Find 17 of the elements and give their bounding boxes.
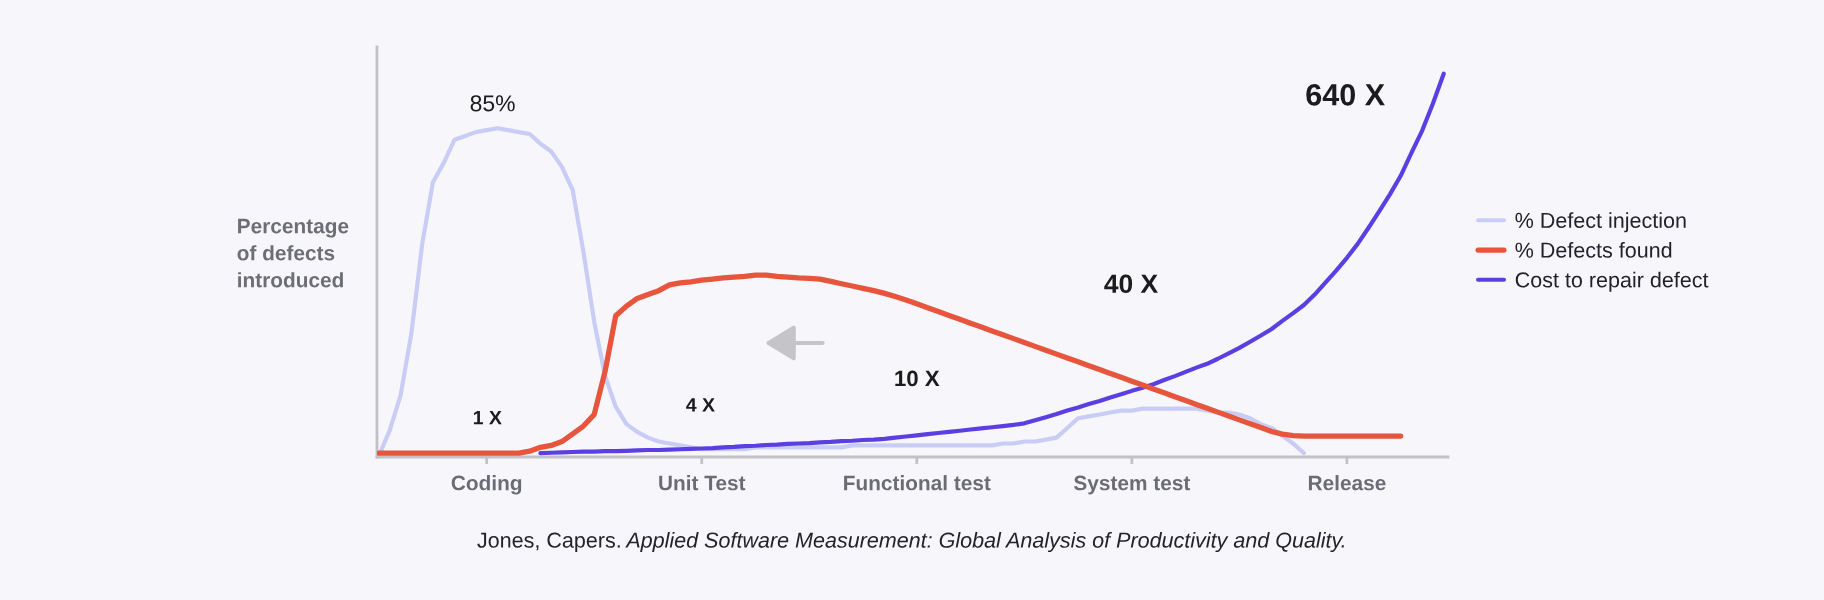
annotation: 4 X xyxy=(686,398,715,412)
x-tick-label: Coding xyxy=(451,475,522,495)
data-label: 85% xyxy=(470,95,515,112)
x-tick-label: System test xyxy=(1073,475,1191,495)
x-tick-label: Unit Test xyxy=(659,475,746,491)
annotation: 1 X xyxy=(473,410,502,425)
legend-label: Cost to repair defect xyxy=(1515,271,1709,292)
annotation: 10 X xyxy=(895,370,940,387)
text: Jones, Capers. xyxy=(477,532,620,553)
x-tick-label: Functional test xyxy=(844,475,991,491)
annotation: 40 X xyxy=(1104,274,1158,294)
legend-label: % Defect injection xyxy=(1515,212,1686,233)
annotation: 640 X xyxy=(1306,84,1385,106)
text: Applied Software Measurement: Global Analysis of Productivity and Quality. xyxy=(625,531,1345,553)
y-axis-title: Percentage of defects introduced xyxy=(237,218,349,288)
legend-label: % Defects found xyxy=(1515,241,1672,258)
x-tick-label: Release xyxy=(1308,475,1386,491)
